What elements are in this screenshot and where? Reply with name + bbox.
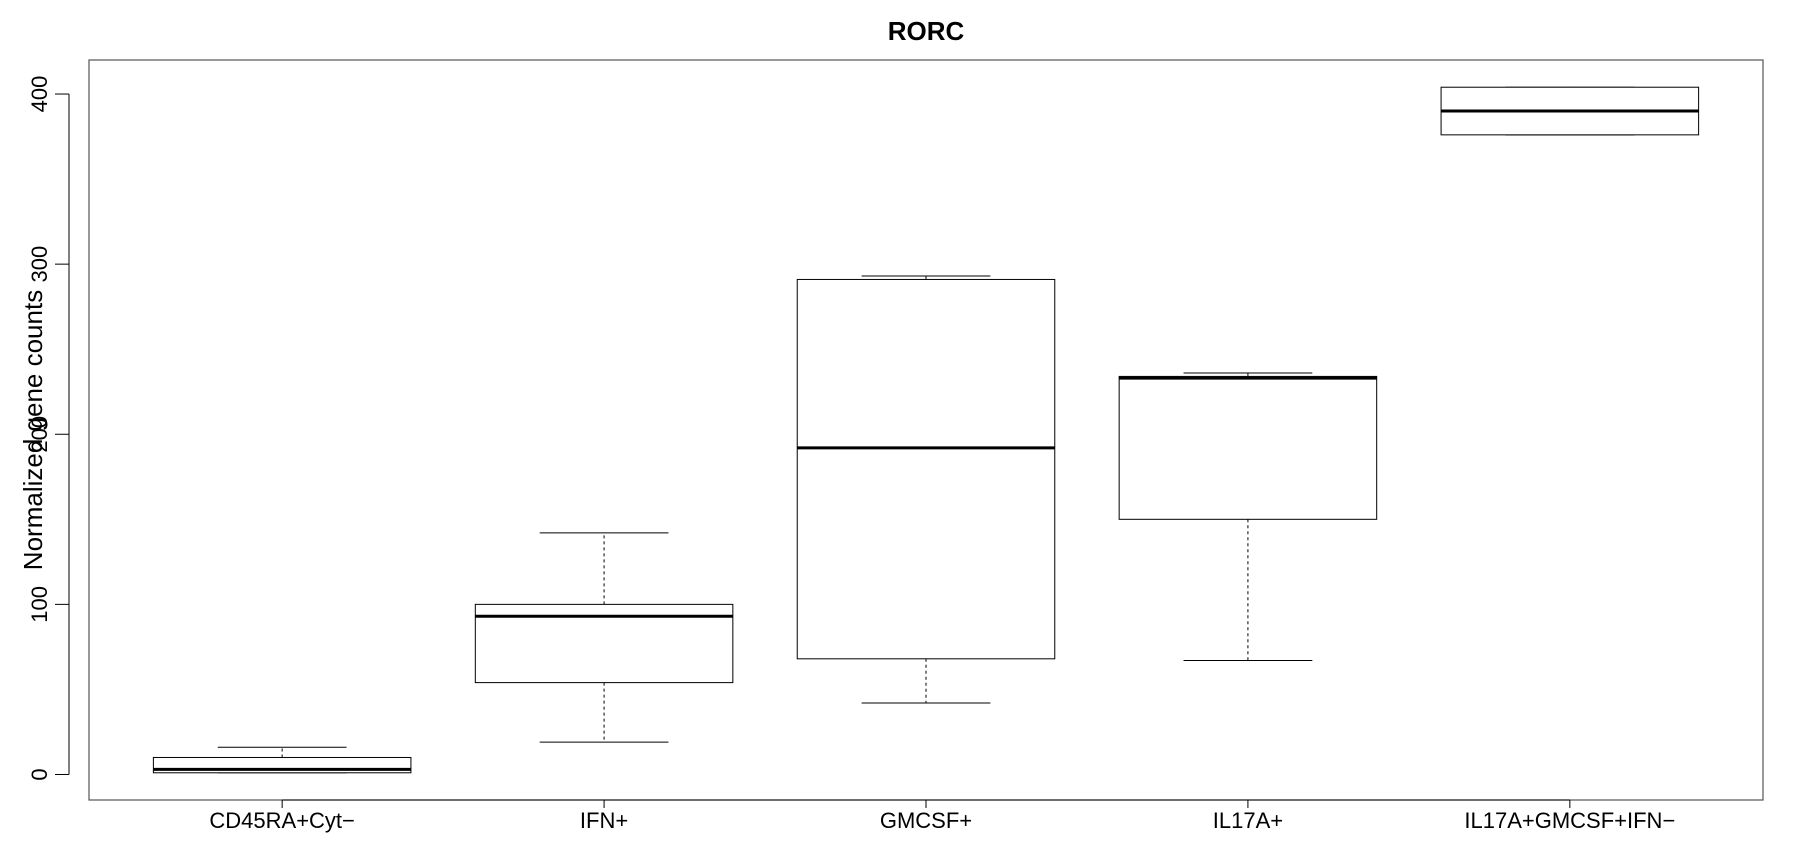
y-tick-label: 400 — [27, 76, 52, 113]
y-axis: 0 100 200 300 400 — [27, 76, 70, 781]
chart-title: RORC — [888, 16, 965, 46]
x-tick-label: IL17A+GMCSF+IFN− — [1464, 808, 1675, 833]
x-tick-label: IL17A+ — [1213, 808, 1283, 833]
x-tick-label: IFN+ — [580, 808, 628, 833]
box-group — [796, 275, 1056, 704]
x-tick-label: GMCSF+ — [880, 808, 972, 833]
box-group — [474, 532, 734, 743]
y-tick-label: 100 — [27, 586, 52, 623]
y-tick-label: 300 — [27, 246, 52, 283]
x-tick-label: CD45RA+Cyt− — [209, 808, 355, 833]
y-tick-label: 0 — [27, 768, 52, 780]
box-group — [1118, 372, 1378, 662]
box-iqr — [796, 278, 1056, 660]
y-tick-label: 200 — [27, 416, 52, 453]
boxes — [152, 86, 1700, 774]
box-iqr — [1118, 375, 1378, 520]
box-group — [152, 746, 412, 774]
box-group — [1440, 86, 1700, 136]
y-axis-label: Normalized gene counts — [18, 290, 48, 570]
x-axis: CD45RA+Cyt− IFN+ GMCSF+ IL17A+ IL17A+GMCSF+I… — [209, 799, 1675, 833]
